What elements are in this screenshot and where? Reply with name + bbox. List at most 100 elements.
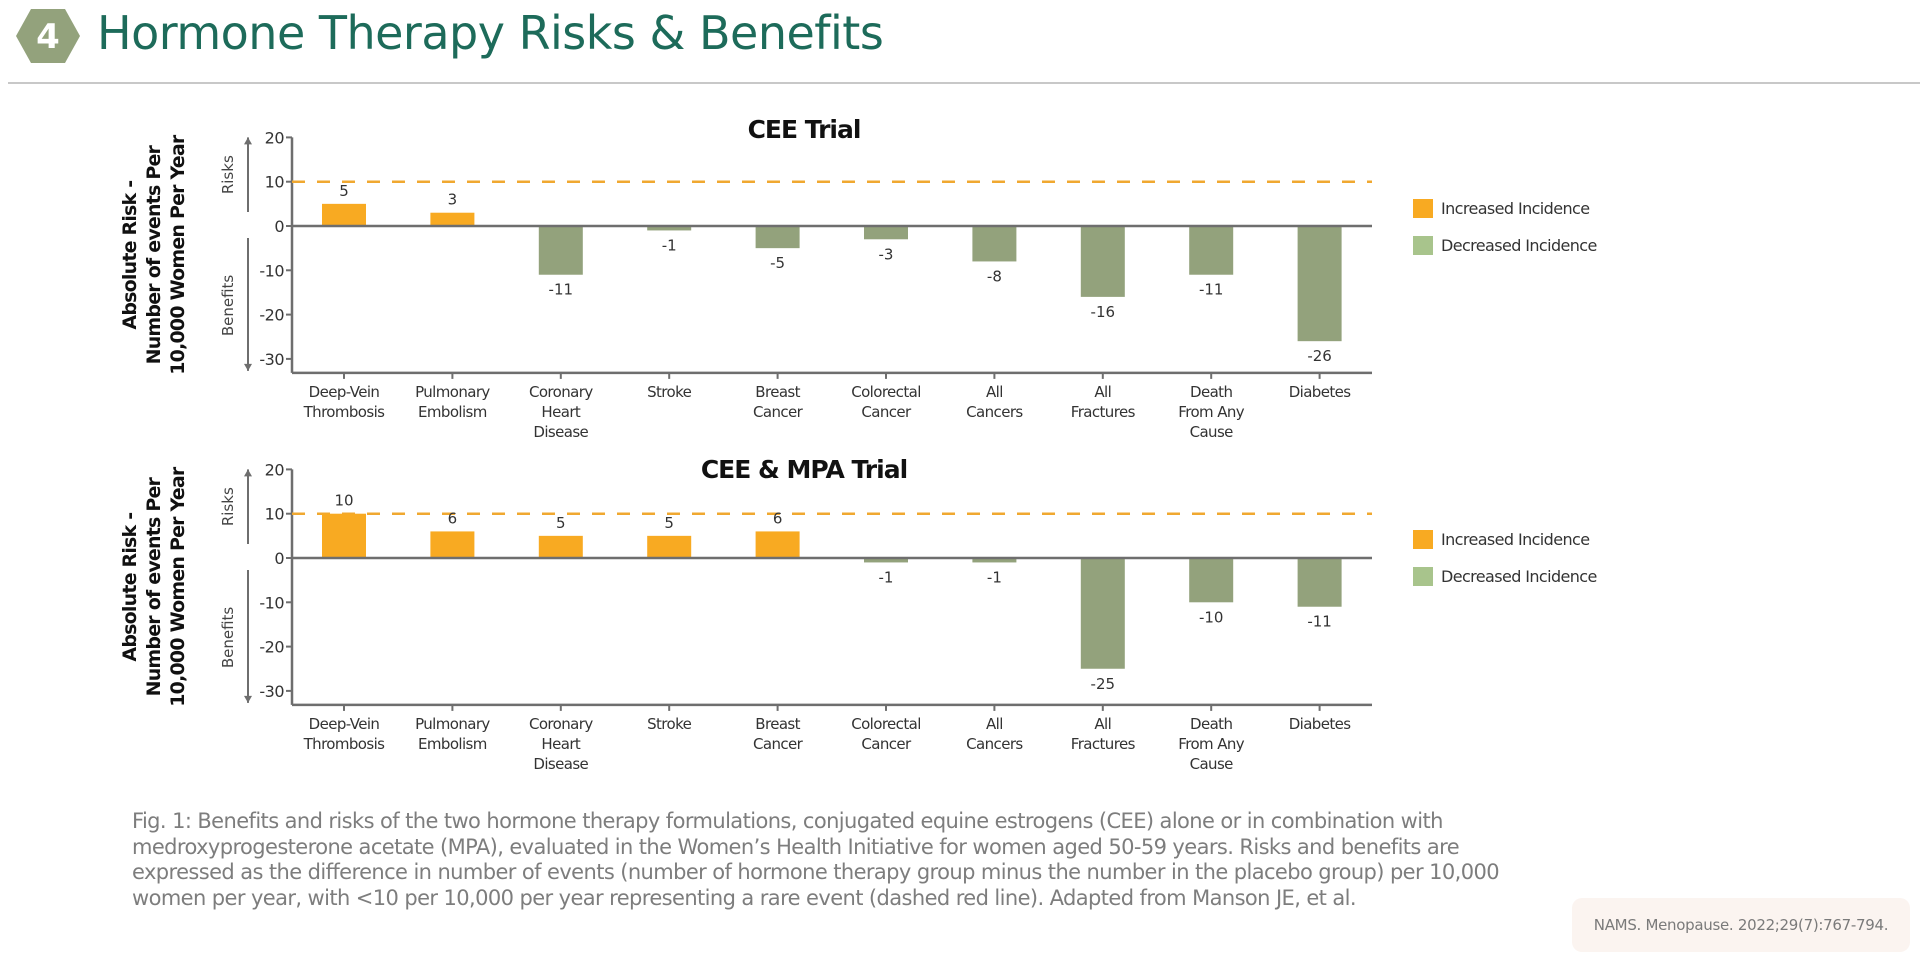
legend-swatch-decreased — [1413, 567, 1433, 586]
bar — [755, 226, 800, 249]
x-tick-label-line: Fractures — [1071, 403, 1136, 421]
x-tick-label-line: From Any — [1178, 735, 1244, 753]
x-tick-label-line: Cancer — [861, 735, 912, 753]
y-tick-label: -10 — [259, 261, 284, 280]
y-axis-label-line: Absolute Risk - — [119, 513, 141, 662]
bar — [755, 531, 800, 558]
data-label: -1 — [662, 236, 677, 254]
x-tick-label-line: Colorectal — [851, 715, 921, 733]
bar — [1189, 226, 1234, 275]
x-tick-label-line: Pulmonary — [415, 383, 490, 401]
x-tick-label-line: All — [986, 383, 1003, 401]
data-label: -8 — [987, 267, 1002, 285]
x-tick-label: All Fractures — [1071, 715, 1136, 753]
x-tick-label-line: Embolism — [418, 735, 487, 753]
x-tick-label-line: From Any — [1178, 403, 1244, 421]
y-tick-label: 20 — [265, 460, 285, 479]
x-tick-label-line: Deep-Vein — [309, 383, 380, 401]
y-tick-label: 10 — [265, 505, 285, 524]
bar — [430, 212, 475, 226]
data-label: -11 — [1199, 281, 1224, 299]
x-tick-label-line: Coronary — [529, 383, 593, 401]
x-tick-label: Deep-Vein Thrombosis — [303, 715, 386, 753]
chart-cee-trial: CEE Trial Absolute Risk - Number of events… — [119, 115, 1597, 441]
y-axis-label-line: 10,000 Women Per Year — [167, 134, 189, 375]
y-axis-label-line: Number of events Per — [143, 144, 165, 364]
x-tick-label-line: Disease — [533, 755, 588, 773]
x-tick-label-line: Embolism — [418, 403, 487, 421]
x-tick-label-line: Breast — [755, 715, 800, 733]
bar — [1080, 558, 1125, 669]
legend-swatch-increased — [1413, 199, 1433, 218]
legend-swatch-decreased — [1413, 236, 1433, 255]
x-tick-label-line: Pulmonary — [415, 715, 490, 733]
section-number-badge: 4 — [16, 9, 80, 63]
bar — [1080, 226, 1125, 297]
arrow-up-icon — [244, 469, 252, 477]
x-tick-label-line: Death — [1190, 715, 1232, 733]
data-label: -5 — [770, 254, 785, 272]
data-label: -16 — [1091, 303, 1116, 321]
x-tick-label-line: Stroke — [647, 715, 692, 733]
bar — [864, 226, 908, 240]
chart-title: CEE Trial — [748, 115, 861, 144]
y-tick-label: 20 — [265, 128, 285, 147]
x-tick-label: Breast Cancer — [753, 715, 804, 753]
y-axis-label-line: Number of events Per — [143, 476, 165, 696]
x-tick-label-line: Diabetes — [1289, 383, 1352, 401]
citation-text: NAMS. Menopause. 2022;29(7):767-794. — [1593, 916, 1889, 934]
risks-label: Risks — [219, 487, 237, 526]
data-label: -25 — [1091, 675, 1116, 693]
arrow-down-icon — [244, 363, 252, 371]
x-tick-label: Pulmonary Embolism — [415, 383, 490, 421]
bar — [322, 203, 366, 226]
x-tick-label-line: Colorectal — [851, 383, 921, 401]
x-tick-label: Stroke — [647, 383, 692, 401]
x-tick-label: Death From Any Cause — [1178, 383, 1244, 441]
hexagon-icon — [16, 9, 80, 63]
y-tick-label: 10 — [265, 173, 285, 192]
legend-label-decreased: Decreased Incidence — [1441, 236, 1597, 255]
legend: Increased Incidence Decreased Incidence — [1413, 199, 1597, 255]
data-label: 5 — [339, 182, 349, 200]
bar — [430, 531, 475, 558]
x-tick-label: Deep-Vein Thrombosis — [303, 383, 386, 421]
legend-label-increased: Increased Incidence — [1441, 530, 1589, 549]
x-tick-label: Colorectal Cancer — [851, 715, 921, 753]
figure-caption: Fig. 1: Benefits and risks of the two ho… — [132, 809, 1500, 910]
x-tick-label-line: All — [1094, 383, 1111, 401]
benefits-label: Benefits — [219, 607, 237, 669]
y-axis-label-line: Absolute Risk - — [119, 181, 141, 330]
data-label: -3 — [879, 245, 894, 263]
header-divider — [8, 82, 1920, 84]
x-tick-label-line: Breast — [755, 383, 800, 401]
data-label: -11 — [549, 281, 574, 299]
y-tick-label: -30 — [259, 682, 284, 701]
data-label: 6 — [448, 509, 458, 527]
x-tick-label-line: Cancers — [966, 735, 1023, 753]
x-tick-label-line: Diabetes — [1289, 715, 1352, 733]
x-tick-label-line: All — [986, 715, 1003, 733]
x-tick-label-line: Cancer — [753, 735, 804, 753]
x-tick-label: Diabetes — [1289, 383, 1352, 401]
y-tick-label: -20 — [259, 638, 284, 657]
x-tick-label-line: Fractures — [1071, 735, 1136, 753]
y-tick-label: -30 — [259, 350, 284, 369]
x-tick-label: All Cancers — [966, 383, 1023, 421]
x-tick-label-line: Heart — [541, 735, 580, 753]
x-tick-label: Diabetes — [1289, 715, 1352, 733]
x-tick-label-line: Disease — [533, 423, 588, 441]
x-tick-label-line: Cause — [1190, 755, 1234, 773]
legend: Increased Incidence Decreased Incidence — [1413, 530, 1597, 586]
data-label: 10 — [334, 492, 353, 510]
y-axis-label: Absolute Risk - Number of events Per 10,00… — [119, 466, 189, 707]
arrow-down-icon — [244, 695, 252, 703]
y-axis-label: Absolute Risk - Number of events Per 10,00… — [119, 134, 189, 375]
data-label: -1 — [987, 568, 1002, 586]
benefits-label: Benefits — [219, 275, 237, 337]
x-tick-label: All Cancers — [966, 715, 1023, 753]
legend-swatch-increased — [1413, 530, 1433, 549]
x-tick-label: Death From Any Cause — [1178, 715, 1244, 773]
x-tick-label: Pulmonary Embolism — [415, 715, 490, 753]
